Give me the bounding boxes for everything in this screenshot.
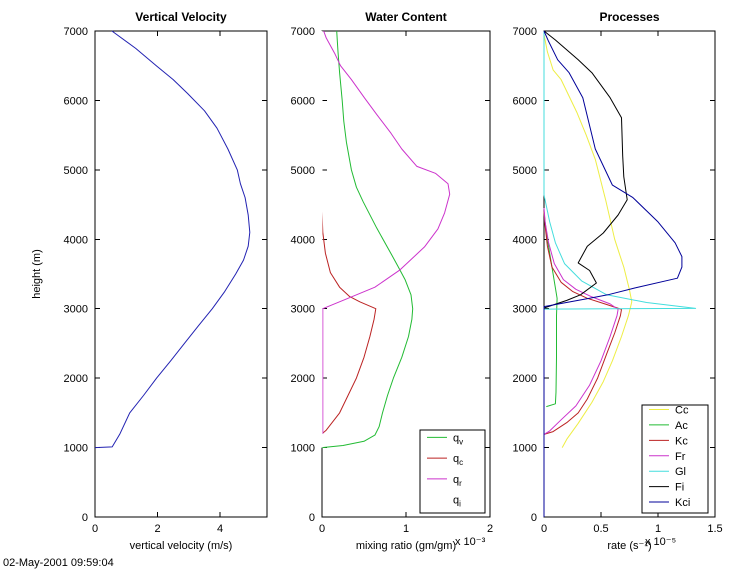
legend-label-Gl: Gl [675,466,686,478]
svg-text:6000: 6000 [64,95,88,107]
plot-1-xlabel: vertical velocity (m/s) [130,540,233,552]
svg-text:5000: 5000 [291,165,315,177]
svg-text:1000: 1000 [291,443,315,455]
svg-text:1: 1 [655,523,661,535]
svg-text:2000: 2000 [291,373,315,385]
plot-2-series-qv [321,30,414,449]
plot-3-series-Fr [543,207,619,435]
svg-text:1000: 1000 [513,443,537,455]
svg-text:4: 4 [217,523,223,535]
plot-3-series-Fi [543,30,628,309]
plot-2-series-qr [322,30,451,434]
svg-text:4000: 4000 [64,234,88,246]
plot-3-series-Gl [543,31,697,310]
svg-text:2000: 2000 [513,373,537,385]
plot-3-legend-box [641,404,709,514]
legend-label-qc: qc [453,453,463,467]
plot-2-series-qc [321,31,377,435]
plot-1-axes-box [94,30,268,518]
plot-2: 0 1 2 0 1000 2000 3000 4000 5000 6000 7000 Water Co… [291,10,494,552]
svg-text:3000: 3000 [64,304,88,316]
plot-3-tick-labels: 0 0.5 1 1.5 0 1000 2000 3000 4000 5000 6000 7000 [513,26,723,535]
svg-text:2: 2 [154,523,160,535]
plot-1-tick-marks [94,30,267,518]
svg-text:1.5: 1.5 [707,523,722,535]
plot-3-series-Cc [543,34,633,448]
legend-label-Fi: Fi [675,482,684,494]
legend-label-Cc: Cc [675,404,689,416]
svg-text:4000: 4000 [513,234,537,246]
plot-1-tick-labels: 0 2 4 0 1000 2000 3000 4000 5000 6000 7000 [64,26,224,535]
plot-3-xlabel: rate (s⁻¹) [607,540,651,552]
legend-label-qr: qr [453,474,462,488]
plot-1: 0 2 4 0 1000 2000 3000 4000 5000 6000 7000 Vertical… [31,10,268,552]
plot-2-tick-labels: 0 1 2 0 1000 2000 3000 4000 5000 6000 7000 [291,26,494,535]
legend-label-qv: qv [453,432,463,446]
svg-text:5000: 5000 [64,165,88,177]
svg-text:3000: 3000 [513,304,537,316]
timestamp: 02-May-2001 09:59:04 [3,557,114,569]
svg-text:0: 0 [82,512,88,524]
svg-text:1: 1 [403,523,409,535]
svg-text:3000: 3000 [291,304,315,316]
legend-label-Kc: Kc [675,435,688,447]
svg-text:2000: 2000 [64,373,88,385]
legend-label-Fr: Fr [675,451,686,463]
plot-3-axes-box [543,30,716,518]
svg-text:4000: 4000 [291,234,315,246]
svg-text:2: 2 [487,523,493,535]
plot-1-ylabel: height (m) [31,249,43,299]
svg-text:7000: 7000 [64,26,88,38]
legend-label-Kci: Kci [675,497,690,509]
plot-1-title: Vertical Velocity [135,10,227,24]
plot-2-xlabel: mixing ratio (gm/gm) [356,540,456,552]
plot-3-legend: Cc Ac Kc Fr Gl Fi Kci [641,404,709,514]
plot-2-legend: qv qc qr qi [419,429,486,514]
svg-text:0: 0 [541,523,547,535]
plot-3-title: Processes [599,10,659,24]
svg-text:6000: 6000 [291,95,315,107]
svg-text:1000: 1000 [64,443,88,455]
svg-text:0: 0 [309,512,315,524]
svg-text:5000: 5000 [513,165,537,177]
plot-3-x-multiplier: x 10⁻⁵ [645,536,676,548]
svg-text:0: 0 [319,523,325,535]
svg-text:0: 0 [92,523,98,535]
plot-3-series-Kc [543,211,622,435]
legend-label-qi: qi [453,495,461,509]
plot-1-series-w [94,30,251,449]
svg-text:7000: 7000 [513,26,537,38]
plot-3-series-Kci [543,30,683,517]
legend-label-Ac: Ac [675,420,688,432]
svg-text:7000: 7000 [291,26,315,38]
plot-2-title: Water Content [365,10,447,24]
svg-text:6000: 6000 [513,95,537,107]
svg-text:0.5: 0.5 [593,523,608,535]
plot-3: 0 0.5 1 1.5 0 1000 2000 3000 4000 5000 6000 7000 Pro… [513,10,723,552]
svg-text:0: 0 [531,512,537,524]
plot-2-x-multiplier: x 10⁻³ [455,536,486,548]
